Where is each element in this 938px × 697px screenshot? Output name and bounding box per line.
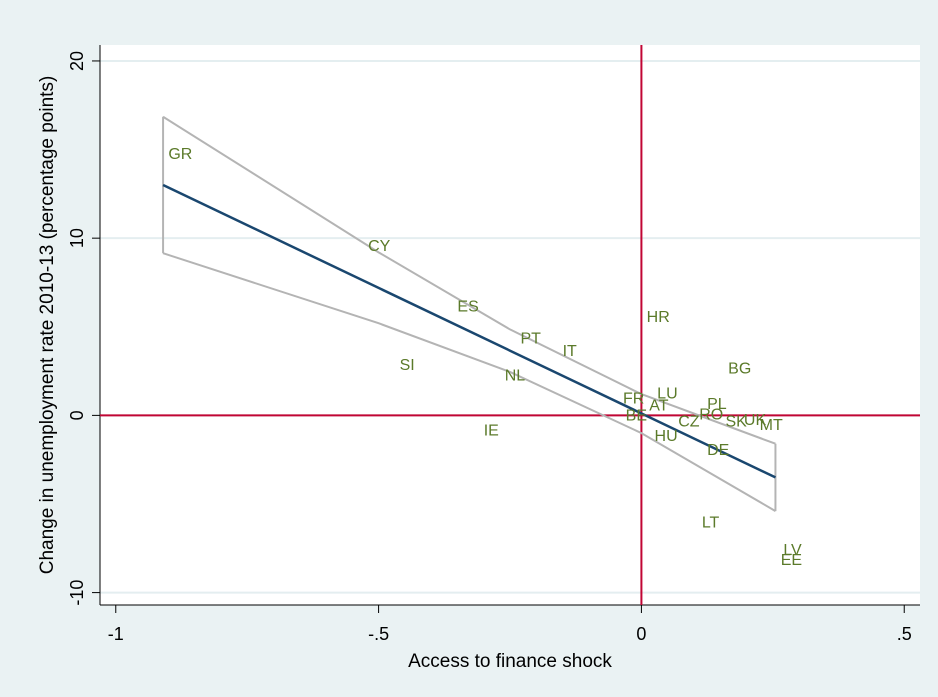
y-tick-label: 10 [67, 228, 87, 248]
point-label: DE [707, 442, 729, 459]
y-tick-label: 0 [67, 410, 87, 420]
ci-upper [162, 115, 776, 445]
point-label: IT [563, 343, 577, 360]
point-label: UK [744, 412, 767, 429]
fit-line [162, 183, 776, 479]
plot-area [100, 45, 920, 605]
y-tick-label: 20 [67, 51, 87, 71]
point-label: SI [400, 357, 415, 374]
x-tick-label: 0 [636, 624, 646, 644]
point-label: CZ [678, 414, 700, 431]
x-tick-label: -1 [108, 624, 124, 644]
point-label: BG [728, 361, 751, 378]
ci-lower [162, 252, 776, 512]
point-label: HR [647, 309, 670, 326]
point-label: PL [707, 396, 727, 413]
point-label: RO [699, 407, 723, 424]
point-label: LT [702, 515, 720, 532]
point-label: PT [521, 330, 542, 347]
point-label: LV [783, 542, 802, 559]
point-label: LU [657, 385, 677, 402]
x-tick-label: -.5 [368, 624, 389, 644]
x-axis-title: Access to finance shock [408, 651, 612, 672]
point-label: GR [168, 146, 192, 163]
point-label: SK [726, 414, 748, 431]
point-label: IE [484, 423, 499, 440]
point-label: AT [649, 398, 668, 415]
point-label: HU [655, 428, 678, 445]
point-label: FR [623, 391, 644, 408]
point-label: MT [760, 417, 783, 434]
y-axis-title: Change in unemployment rate 2010-13 (per… [37, 76, 58, 575]
point-label: BE [626, 407, 647, 424]
point-label: CY [368, 238, 391, 255]
point-label: ES [457, 298, 478, 315]
x-tick-label: .5 [897, 624, 912, 644]
y-tick-label: -10 [67, 580, 87, 606]
point-label: NL [505, 368, 526, 385]
point-label: EE [781, 552, 802, 569]
